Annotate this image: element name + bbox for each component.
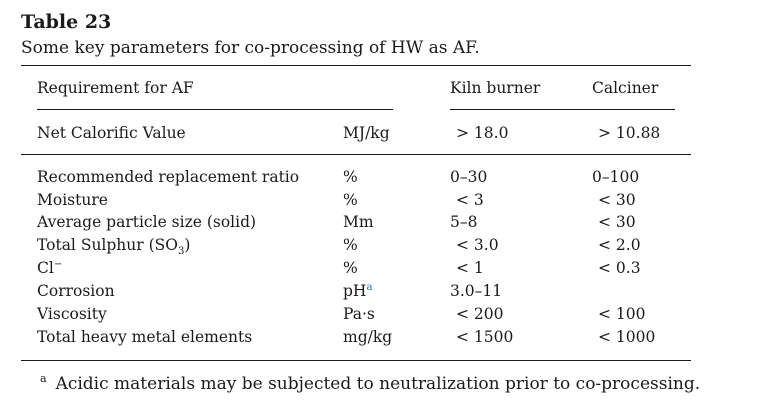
row-net-calorific-calciner: > 10.88 [598, 124, 661, 142]
row-name: Recommended replacement ratio [37, 168, 300, 186]
row-calciner-value: 0–100 [592, 168, 640, 186]
row-name: Average particle size (solid) [37, 213, 257, 231]
row-calciner-value: < 0.3 [598, 259, 641, 277]
row-unit: mg/kg [343, 328, 393, 346]
row-calciner-value: < 1000 [598, 328, 656, 346]
mid-rule [21, 154, 691, 155]
row-name: Moisture [37, 191, 108, 209]
row-kiln-value: < 3 [456, 191, 484, 209]
row-name: Corrosion [37, 282, 115, 300]
header-requirement: Requirement for AF [37, 79, 194, 97]
header-sub-rule-right [450, 109, 675, 110]
row-name: Total Sulphur (SO3) [37, 236, 191, 258]
row-name: Viscosity [37, 305, 107, 323]
row-unit: % [343, 259, 358, 277]
table-footnote: a Acidic materials may be subjected to ne… [40, 372, 701, 394]
footnote-mark: a [40, 372, 47, 386]
row-unit: % [343, 236, 358, 254]
bottom-rule [21, 360, 691, 361]
row-unit: pHa [343, 282, 372, 300]
row-name-end: ) [184, 236, 191, 254]
row-kiln-value: < 1500 [456, 328, 514, 346]
row-unit-main: pH [343, 282, 367, 300]
table-title: Table 23 [21, 11, 112, 33]
row-kiln-value: 0–30 [450, 168, 488, 186]
header-kiln-burner: Kiln burner [450, 79, 541, 97]
row-kiln-value: < 1 [456, 259, 484, 277]
footnote-text: Acidic materials may be subjected to neu… [55, 374, 701, 394]
row-unit: Pa·s [343, 305, 375, 323]
row-net-calorific-name: Net Calorific Value [37, 124, 186, 142]
top-rule [21, 65, 691, 66]
row-net-calorific-unit: MJ/kg [343, 124, 390, 142]
row-unit: Mm [343, 213, 374, 231]
table-caption: Some key parameters for co-processing of… [21, 38, 480, 58]
row-name: Cl− [37, 259, 62, 277]
row-name-superscript: − [53, 258, 63, 270]
row-kiln-value: 3.0–11 [450, 282, 503, 300]
header-calciner: Calciner [592, 79, 659, 97]
row-name-main: Total Sulphur (SO [37, 236, 178, 254]
header-sub-rule-left [37, 109, 393, 110]
row-net-calorific-kiln: > 18.0 [456, 124, 509, 142]
row-name-main: Cl [37, 259, 54, 277]
row-unit: % [343, 191, 358, 209]
row-calciner-value: < 2.0 [598, 236, 641, 254]
row-kiln-value: 5–8 [450, 213, 478, 231]
row-name-subscript: 3 [177, 246, 185, 258]
footnote-reference-link[interactable]: a [366, 281, 373, 293]
row-calciner-value: < 30 [598, 213, 636, 231]
row-calciner-value: < 30 [598, 191, 636, 209]
row-unit: % [343, 168, 358, 186]
row-calciner-value: < 100 [598, 305, 646, 323]
row-name: Total heavy metal elements [37, 328, 253, 346]
row-kiln-value: < 200 [456, 305, 504, 323]
row-kiln-value: < 3.0 [456, 236, 499, 254]
